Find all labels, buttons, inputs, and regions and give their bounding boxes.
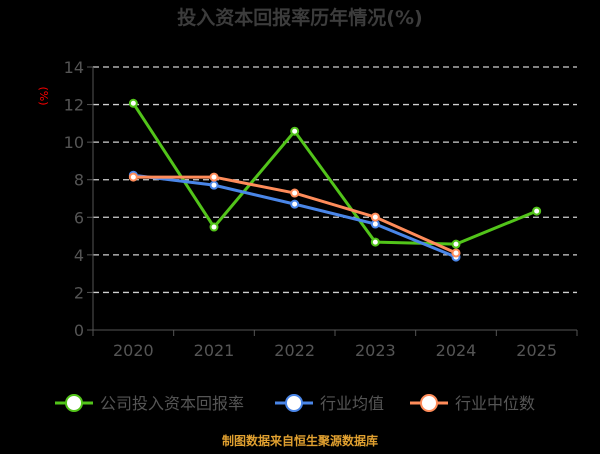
data-point-0[interactable] xyxy=(370,237,380,247)
y-tick-label: 0 xyxy=(74,321,84,340)
data-point-1[interactable] xyxy=(370,219,380,229)
data-point-2[interactable] xyxy=(290,188,300,198)
x-tick-label: 2023 xyxy=(355,341,396,360)
data-point-2[interactable] xyxy=(370,212,380,222)
legend-marker xyxy=(65,394,83,412)
x-tick-label: 2025 xyxy=(516,341,557,360)
data-point-0[interactable] xyxy=(451,239,461,249)
y-tick-label: 10 xyxy=(64,133,84,152)
data-point-1[interactable] xyxy=(290,199,300,209)
y-tick-label: 14 xyxy=(64,58,84,77)
data-point-2[interactable] xyxy=(128,172,138,182)
y-tick-label: 12 xyxy=(64,96,84,115)
legend-item-0[interactable]: 公司投入资本回报率 xyxy=(55,394,244,413)
y-tick-label: 6 xyxy=(74,208,84,227)
data-point-0[interactable] xyxy=(532,206,542,216)
legend-label: 行业均值 xyxy=(320,394,384,413)
y-axis-label: (%) xyxy=(37,86,50,105)
chart-title: 投入资本回报率历年情况(%) xyxy=(177,6,422,29)
x-tick-label: 2022 xyxy=(274,341,315,360)
series-line-1 xyxy=(133,173,457,259)
y-tick-label: 8 xyxy=(74,171,84,190)
legend-item-2[interactable]: 行业中位数 xyxy=(410,394,535,413)
x-tick-label: 2020 xyxy=(113,341,154,360)
data-point-0[interactable] xyxy=(290,126,300,136)
legend-marker xyxy=(420,394,438,412)
x-tick-label: 2024 xyxy=(436,341,477,360)
data-point-2[interactable] xyxy=(451,248,461,258)
data-point-0[interactable] xyxy=(209,222,219,232)
y-tick-label: 4 xyxy=(74,246,84,265)
data-point-2[interactable] xyxy=(209,172,219,182)
y-tick-label: 2 xyxy=(74,283,84,302)
legend-item-1[interactable]: 行业均值 xyxy=(275,394,384,413)
legend-label: 公司投入资本回报率 xyxy=(100,394,244,413)
data-point-0[interactable] xyxy=(128,98,138,108)
legend-label: 行业中位数 xyxy=(455,394,535,413)
series-line-0 xyxy=(132,102,538,246)
footer-source: 制图数据来自恒生聚源数据库 xyxy=(222,433,378,448)
data-point-1[interactable] xyxy=(209,180,219,190)
legend-marker xyxy=(285,394,303,412)
x-tick-label: 2021 xyxy=(194,341,235,360)
